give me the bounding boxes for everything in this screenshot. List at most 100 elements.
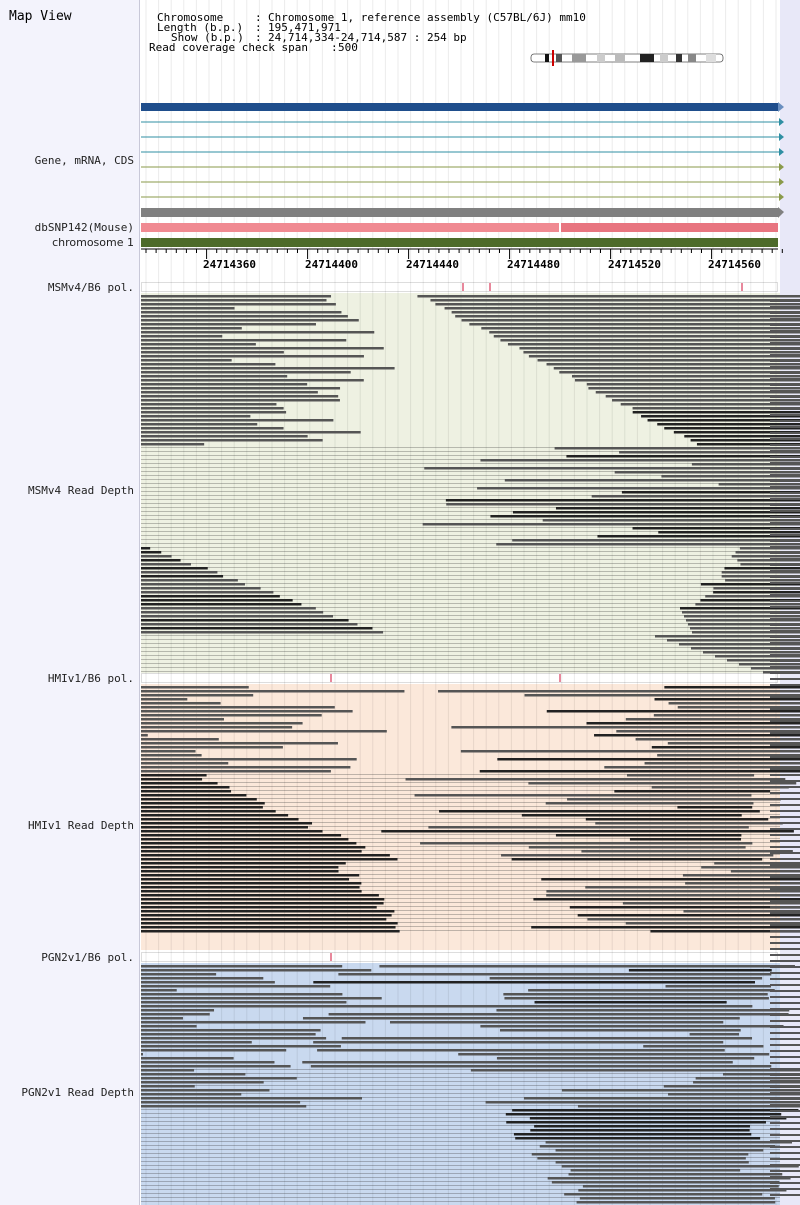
ideogram-band	[556, 54, 562, 62]
read	[700, 599, 800, 602]
read	[141, 439, 323, 442]
read	[770, 732, 800, 734]
read	[531, 926, 800, 929]
cds-bar	[141, 208, 778, 217]
read	[701, 866, 800, 869]
read	[500, 339, 800, 342]
read	[586, 722, 800, 725]
read	[730, 870, 800, 873]
read	[141, 1033, 316, 1036]
read	[770, 1032, 800, 1034]
read	[141, 351, 284, 354]
read	[770, 870, 800, 872]
span-colon: :	[331, 41, 338, 54]
read	[512, 1109, 799, 1112]
read	[507, 343, 800, 346]
read	[567, 798, 781, 801]
read	[770, 1008, 800, 1010]
read	[141, 710, 353, 713]
read	[770, 966, 800, 968]
read	[141, 734, 148, 737]
read	[477, 487, 800, 490]
read	[582, 1185, 779, 1188]
read	[141, 603, 302, 606]
read	[770, 1080, 800, 1082]
read	[530, 1129, 750, 1132]
read	[546, 890, 800, 893]
read	[614, 790, 771, 793]
read	[770, 666, 800, 668]
read	[141, 579, 238, 582]
read	[534, 1125, 750, 1128]
read	[628, 969, 772, 972]
read	[496, 1057, 755, 1060]
read	[688, 623, 800, 626]
read	[770, 492, 800, 494]
read	[141, 1105, 307, 1108]
read	[512, 511, 800, 514]
read	[689, 1033, 740, 1036]
read	[770, 504, 800, 506]
read	[770, 792, 800, 794]
read	[770, 336, 800, 338]
read	[604, 766, 800, 769]
read	[479, 770, 800, 773]
read	[141, 1069, 195, 1072]
read	[770, 1062, 800, 1064]
read	[770, 1176, 800, 1178]
read	[739, 547, 800, 550]
read	[511, 858, 763, 861]
hmiv1-pol-label: HMIv1/B6 pol.	[47, 672, 134, 685]
read	[141, 1005, 382, 1008]
axis-tick-label: 24714440	[406, 258, 459, 271]
read	[695, 603, 800, 606]
read	[141, 1097, 363, 1100]
read	[141, 922, 398, 925]
read	[141, 1021, 366, 1024]
read	[539, 1145, 776, 1148]
read	[770, 486, 800, 488]
read	[141, 399, 340, 402]
read	[455, 315, 800, 318]
read	[574, 379, 800, 382]
read	[770, 522, 800, 524]
read	[141, 355, 364, 358]
read	[141, 985, 331, 988]
read	[519, 347, 800, 350]
read	[141, 738, 219, 741]
read	[570, 1169, 741, 1172]
read	[770, 1068, 800, 1070]
show-colon: :	[255, 31, 262, 44]
read	[577, 1105, 800, 1108]
read	[141, 1045, 341, 1048]
read	[480, 459, 800, 462]
read	[302, 1061, 733, 1064]
read	[770, 480, 800, 482]
read	[141, 818, 299, 821]
read	[141, 778, 203, 781]
axis-tick-label: 24714520	[608, 258, 661, 271]
read	[534, 1001, 727, 1004]
read	[770, 540, 800, 542]
read	[141, 623, 358, 626]
read	[141, 443, 205, 446]
read	[653, 714, 800, 717]
read	[141, 1009, 215, 1012]
read	[715, 655, 800, 658]
read	[141, 379, 364, 382]
read	[141, 1073, 246, 1076]
length-label: Length (b.p.)	[157, 21, 244, 34]
read	[141, 563, 191, 566]
read	[506, 1121, 766, 1124]
read	[141, 910, 395, 913]
read	[770, 444, 800, 446]
read	[770, 582, 800, 584]
read	[770, 948, 800, 950]
read	[141, 1089, 270, 1092]
read	[438, 690, 800, 693]
read	[625, 922, 800, 925]
read	[141, 1085, 195, 1088]
read	[528, 782, 797, 785]
read	[501, 854, 774, 857]
read	[635, 738, 800, 741]
